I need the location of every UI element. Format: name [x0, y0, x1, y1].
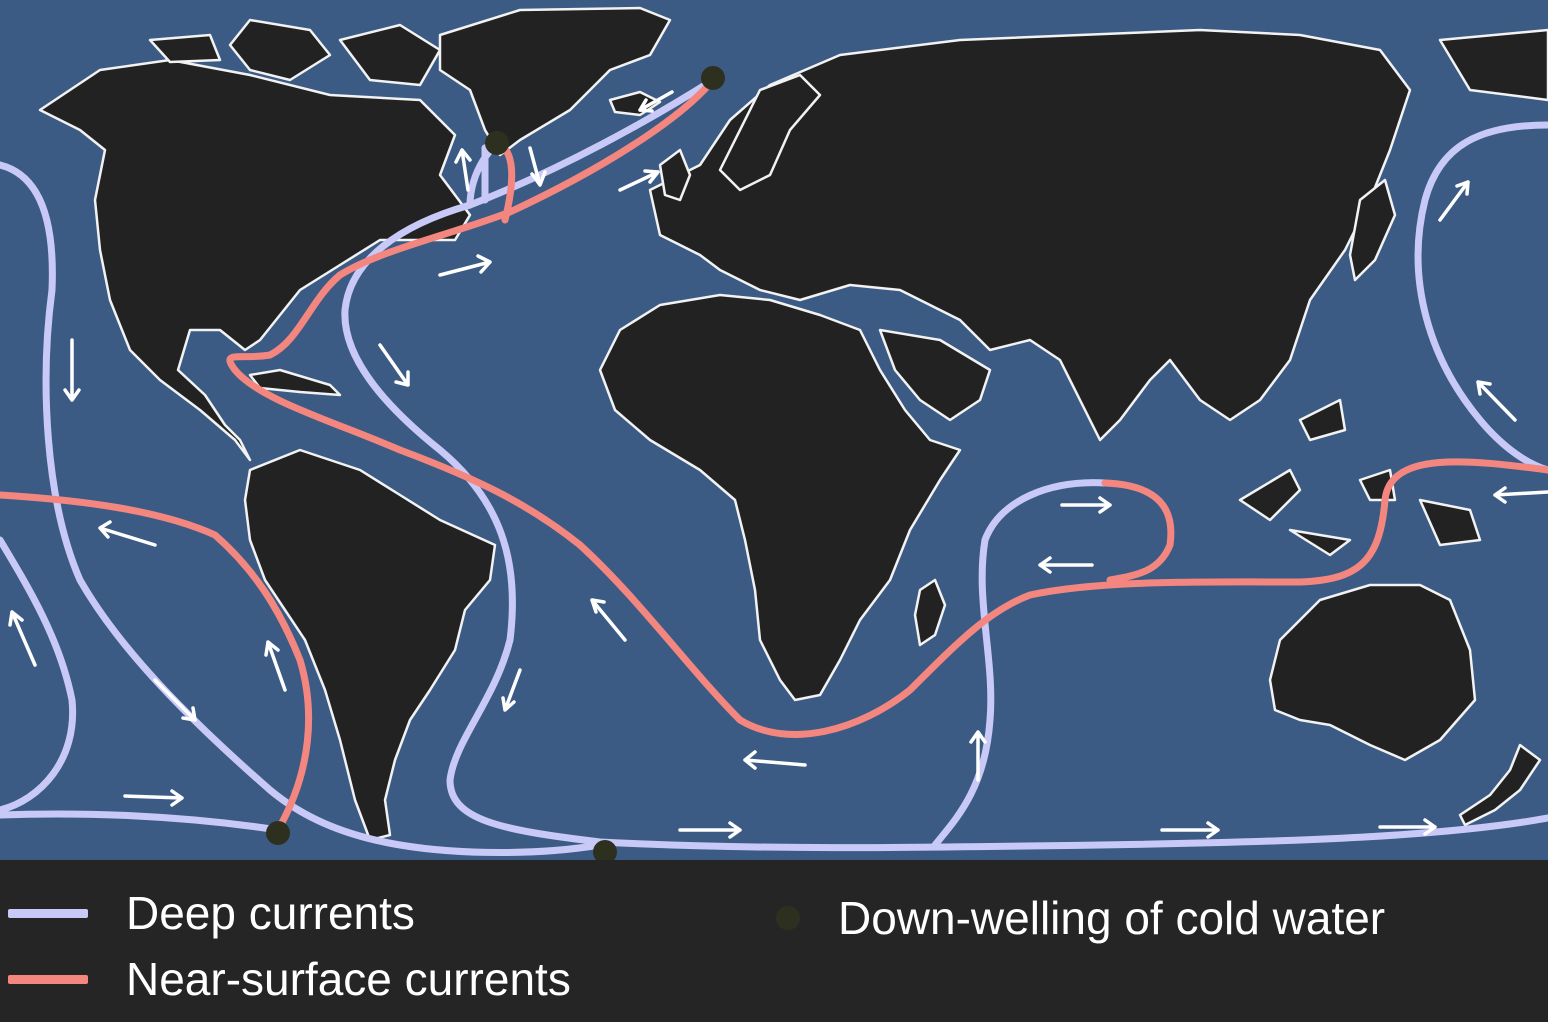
arrow-icon — [590, 598, 627, 642]
world-map — [0, 0, 1548, 860]
scandinavia — [718, 73, 822, 192]
arrow-icon — [153, 678, 197, 722]
british-isles — [658, 148, 692, 202]
arrow-icon — [264, 640, 287, 692]
deep-current-north-atlantic — [341, 76, 1548, 852]
down-welling-points — [266, 66, 725, 860]
eurasia — [648, 28, 1412, 442]
arrow-icon — [454, 148, 472, 192]
arrow-icon — [98, 520, 157, 547]
down-welling-dot-icon — [776, 906, 800, 930]
arrow-icon — [1378, 818, 1437, 836]
africa — [598, 293, 962, 702]
land-masses — [38, 6, 1548, 842]
deep-current-north-pacific — [1414, 121, 1548, 474]
legend-item-surface: Near-surface currents — [8, 956, 571, 1002]
down-welling-point — [485, 131, 509, 155]
flow-arrows — [8, 90, 1548, 839]
deep-currents — [0, 76, 1548, 856]
southeast-asia-islands — [1238, 398, 1482, 557]
ocean-currents-map — [0, 0, 1548, 860]
legend-label-deep: Deep currents — [126, 887, 415, 939]
arrow-icon — [501, 668, 522, 712]
legend-item-deep: Deep currents — [8, 890, 415, 936]
legend-label-surface: Near-surface currents — [126, 953, 571, 1005]
legend-label-down-welling: Down-welling of cold water — [838, 892, 1386, 944]
arrow-icon — [1160, 821, 1220, 839]
surface-current-south-pacific — [0, 491, 313, 834]
arrow-icon — [678, 821, 742, 839]
japan — [1348, 178, 1397, 282]
down-welling-point — [266, 821, 290, 845]
legend-item-down-welling: Down-welling of cold water — [776, 895, 1385, 941]
arrow-icon — [1476, 380, 1517, 422]
arrow-icon — [8, 610, 37, 667]
greenland — [438, 6, 672, 157]
arrow-icon — [123, 789, 184, 807]
arrow-icon — [1493, 486, 1548, 504]
new-zealand — [1458, 743, 1542, 827]
deep-current-south-pacific-loop — [0, 161, 604, 856]
arrow-icon — [378, 343, 410, 387]
arrow-icon — [1060, 496, 1112, 514]
arrow-icon — [528, 146, 547, 187]
arrow-icon — [1438, 180, 1470, 222]
down-welling-point — [701, 66, 725, 90]
arrow-icon — [743, 750, 807, 770]
legend: Deep currents Near-surface currents Down… — [0, 860, 1548, 1022]
australia — [1268, 583, 1477, 762]
east-siberia-edge — [1438, 28, 1548, 102]
near-surface-currents-swatch — [8, 974, 88, 984]
arrow-icon — [63, 338, 81, 402]
down-welling-point — [593, 840, 617, 860]
south-america — [243, 448, 497, 842]
arrow-icon — [438, 254, 492, 277]
north-america — [38, 58, 472, 462]
arrow-icon — [638, 90, 674, 113]
deep-current-west-pacific — [0, 536, 77, 814]
arabian-peninsula — [878, 328, 992, 422]
deep-current-indian-ocean — [931, 479, 1109, 849]
arrow-icon — [969, 730, 987, 782]
surface-current-gulf-stream — [226, 76, 1548, 738]
deep-currents-swatch — [8, 908, 88, 918]
deep-current-southern-return — [0, 810, 282, 834]
arrow-icon — [618, 169, 660, 192]
surface-current-indian-loop — [1101, 479, 1175, 584]
near-surface-currents — [0, 76, 1548, 834]
arrow-icon — [1038, 556, 1094, 574]
madagascar — [913, 578, 947, 647]
arctic-islands — [148, 18, 442, 87]
